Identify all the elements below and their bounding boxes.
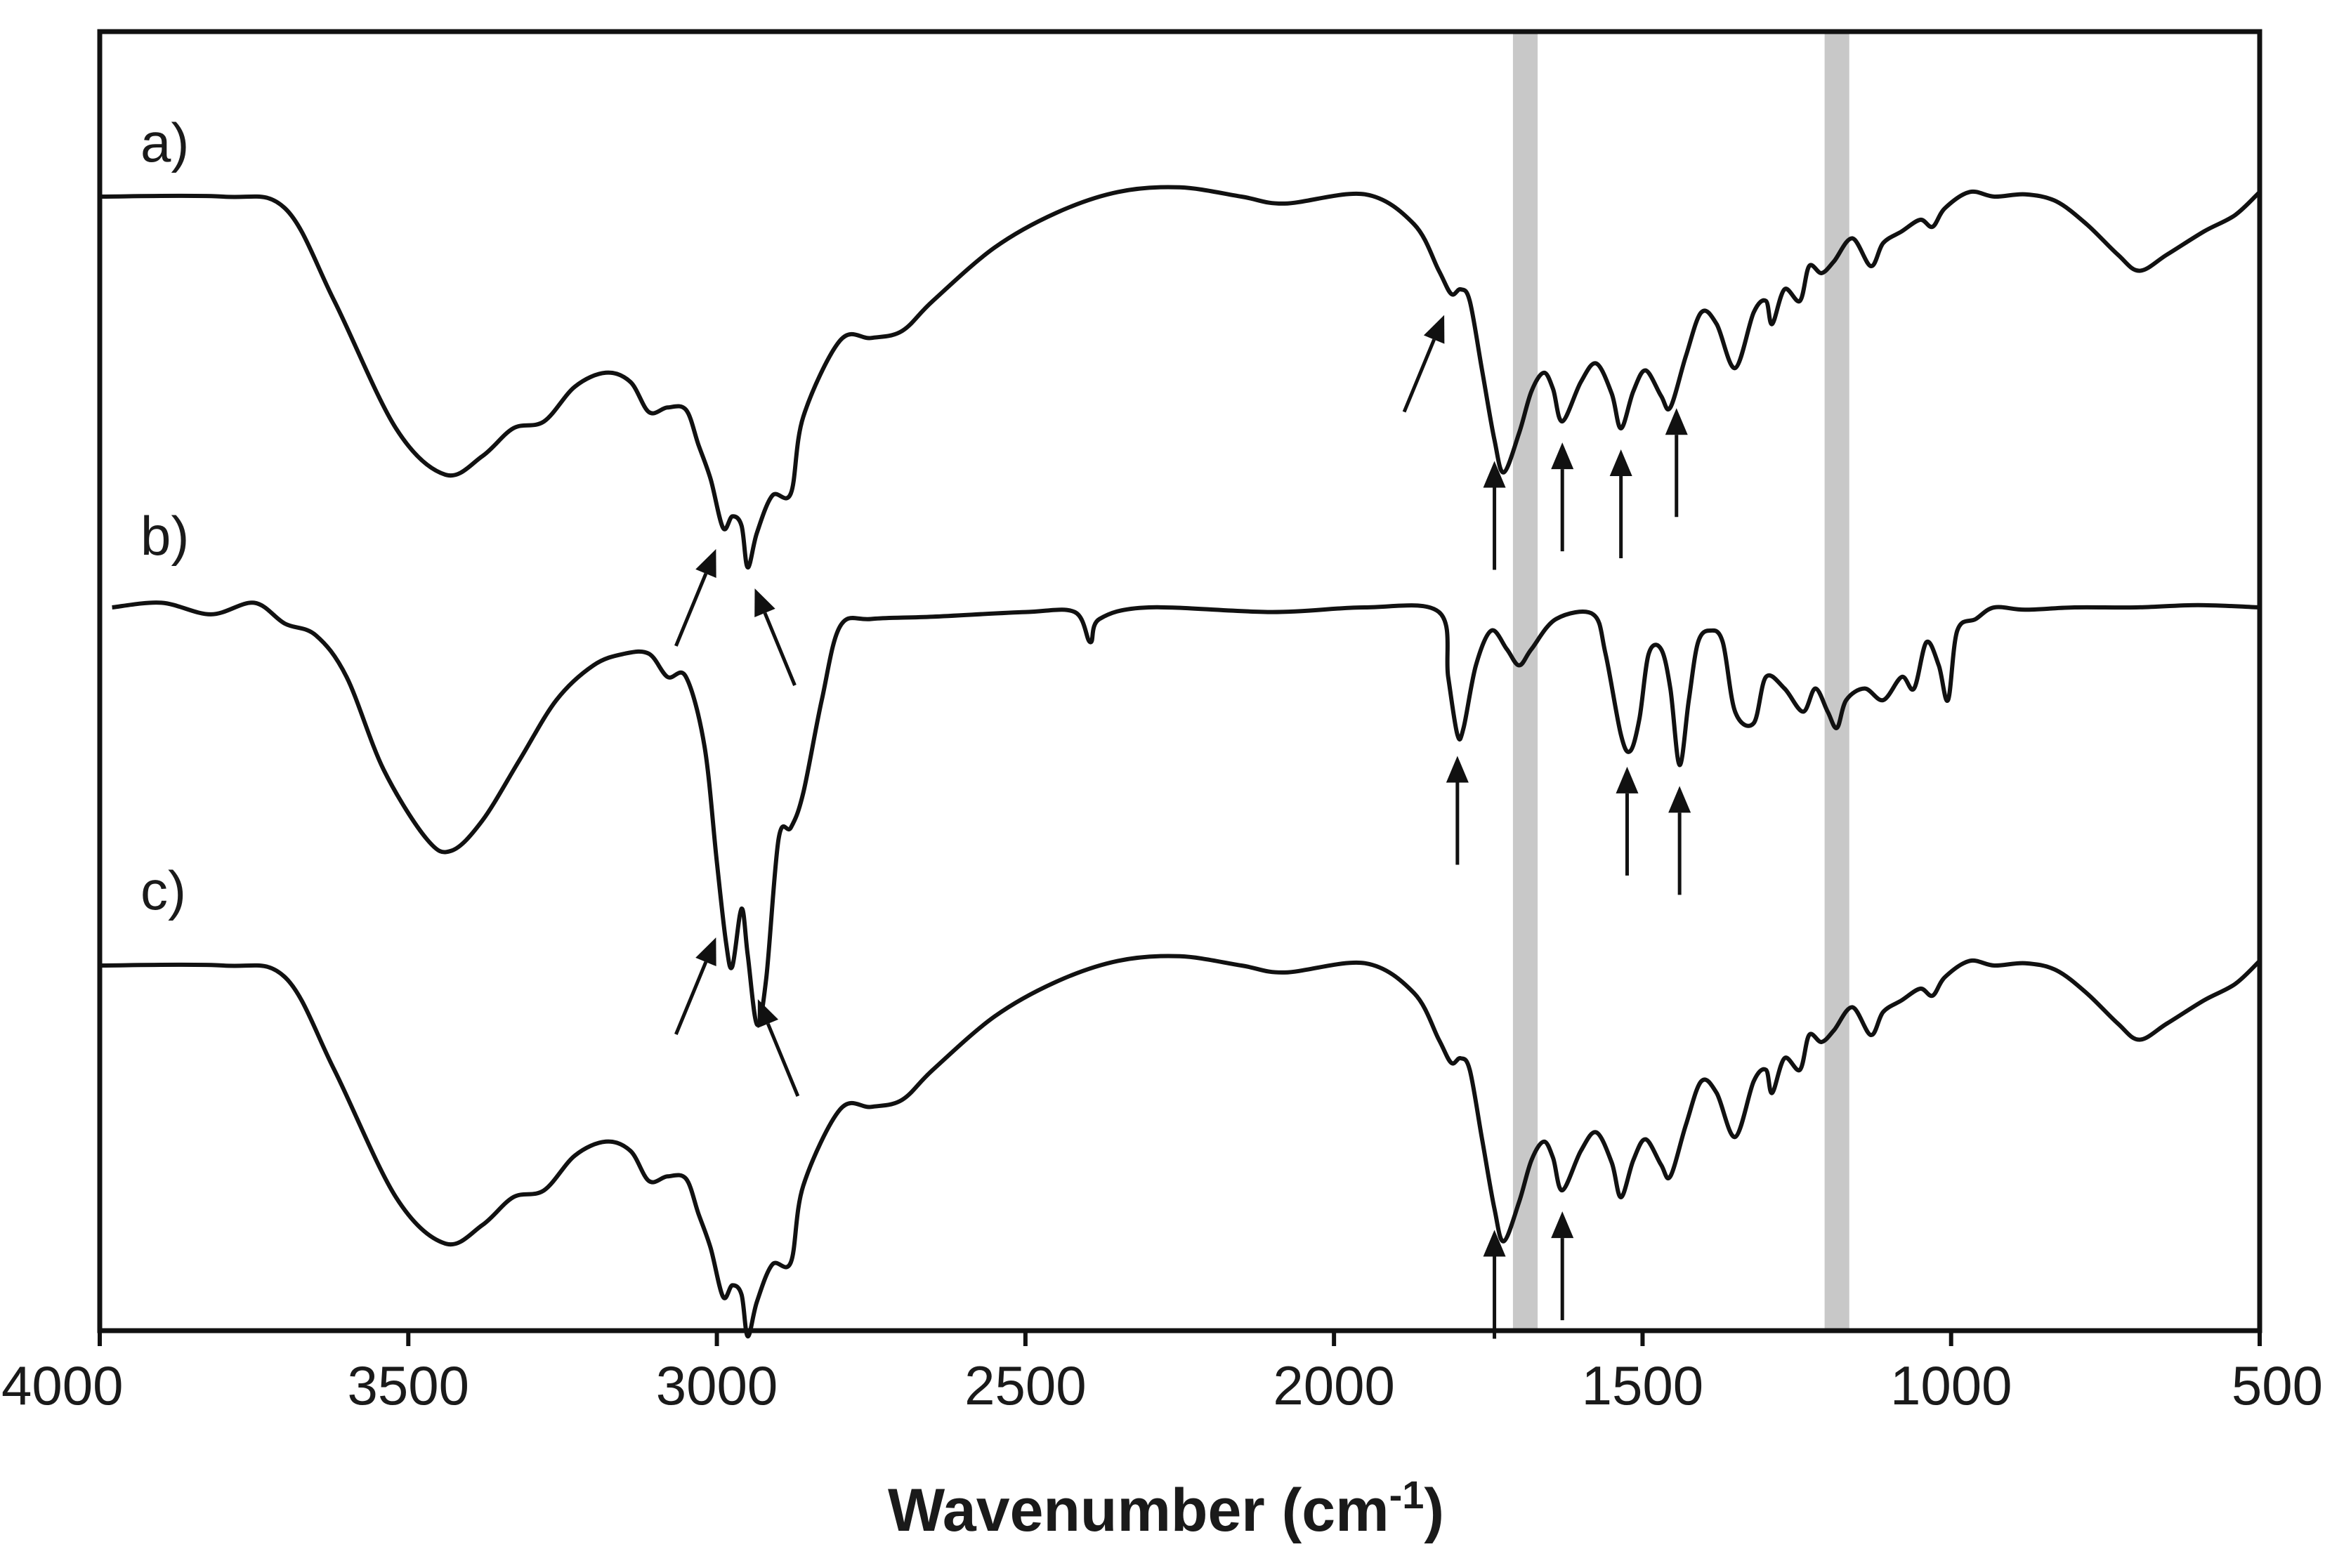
arrow-shaft [674, 961, 708, 1035]
trace-label-c: c) [140, 859, 186, 921]
highlight-band-1 [1512, 32, 1538, 1331]
arrow-shaft [674, 572, 708, 647]
peak-arrow-13 [1483, 1230, 1506, 1339]
peak-arrow-12 [757, 999, 800, 1097]
highlight-band-2 [1824, 32, 1849, 1331]
peak-arrow-7 [1665, 408, 1688, 518]
arrow-head [1665, 408, 1688, 435]
peak-arrow-2 [754, 588, 797, 686]
trace-label-a: a) [140, 112, 189, 173]
arrow-head [1609, 449, 1632, 476]
x-tick-label: 2500 [964, 1355, 1087, 1416]
x-axis-ticks: 4000 3500 3000 2500 2000 1500 1000 500 [1, 1331, 2323, 1416]
x-tick-label: 1500 [1582, 1355, 1704, 1416]
peak-arrow-8 [1446, 756, 1469, 865]
arrow-head [695, 548, 716, 578]
plot-area-frame [97, 29, 2262, 1333]
x-tick-label: 1000 [1890, 1355, 2012, 1416]
arrow-head [754, 588, 775, 618]
x-tick-label: 4000 [1, 1355, 124, 1416]
arrow-head [1483, 461, 1506, 488]
spectrum-trace-b [112, 600, 2260, 1027]
peak-arrow-9 [1616, 766, 1639, 876]
peak-arrow-3 [1402, 315, 1445, 413]
highlight-bands [1512, 32, 1849, 1331]
arrow-head [1551, 1211, 1574, 1239]
arrow-head [1668, 786, 1691, 813]
arrow-head [1423, 315, 1445, 344]
spectrum-trace-c [99, 954, 2262, 1339]
peak-arrow-10 [1668, 786, 1691, 895]
peak-arrows [674, 315, 1691, 1339]
x-tick-label: 500 [2232, 1355, 2323, 1416]
arrow-head [1551, 442, 1574, 470]
arrow-shaft [766, 1023, 800, 1097]
arrow-head [757, 999, 779, 1029]
arrow-shaft [1402, 338, 1436, 413]
peak-arrow-4 [1483, 461, 1506, 570]
arrow-head [1446, 756, 1469, 783]
trace-label-b: b) [140, 505, 189, 567]
spectra-traces [99, 185, 2262, 1339]
arrow-head [695, 937, 716, 967]
peak-arrow-1 [674, 548, 716, 647]
arrow-head [1483, 1230, 1506, 1257]
x-tick-label: 3000 [656, 1355, 778, 1416]
peak-arrow-6 [1609, 449, 1632, 558]
trace-labels: a) b) c) [140, 112, 189, 921]
peak-arrow-11 [674, 937, 716, 1035]
spectrum-trace-a [99, 185, 2262, 570]
x-axis-title: Wavenumber (cm-1) [888, 1473, 1444, 1544]
x-tick-label: 2000 [1273, 1355, 1395, 1416]
arrow-shaft [763, 612, 797, 686]
arrow-head [1616, 766, 1639, 793]
peak-arrow-5 [1551, 442, 1574, 552]
x-tick-label: 3500 [348, 1355, 470, 1416]
peak-arrow-14 [1551, 1211, 1574, 1321]
